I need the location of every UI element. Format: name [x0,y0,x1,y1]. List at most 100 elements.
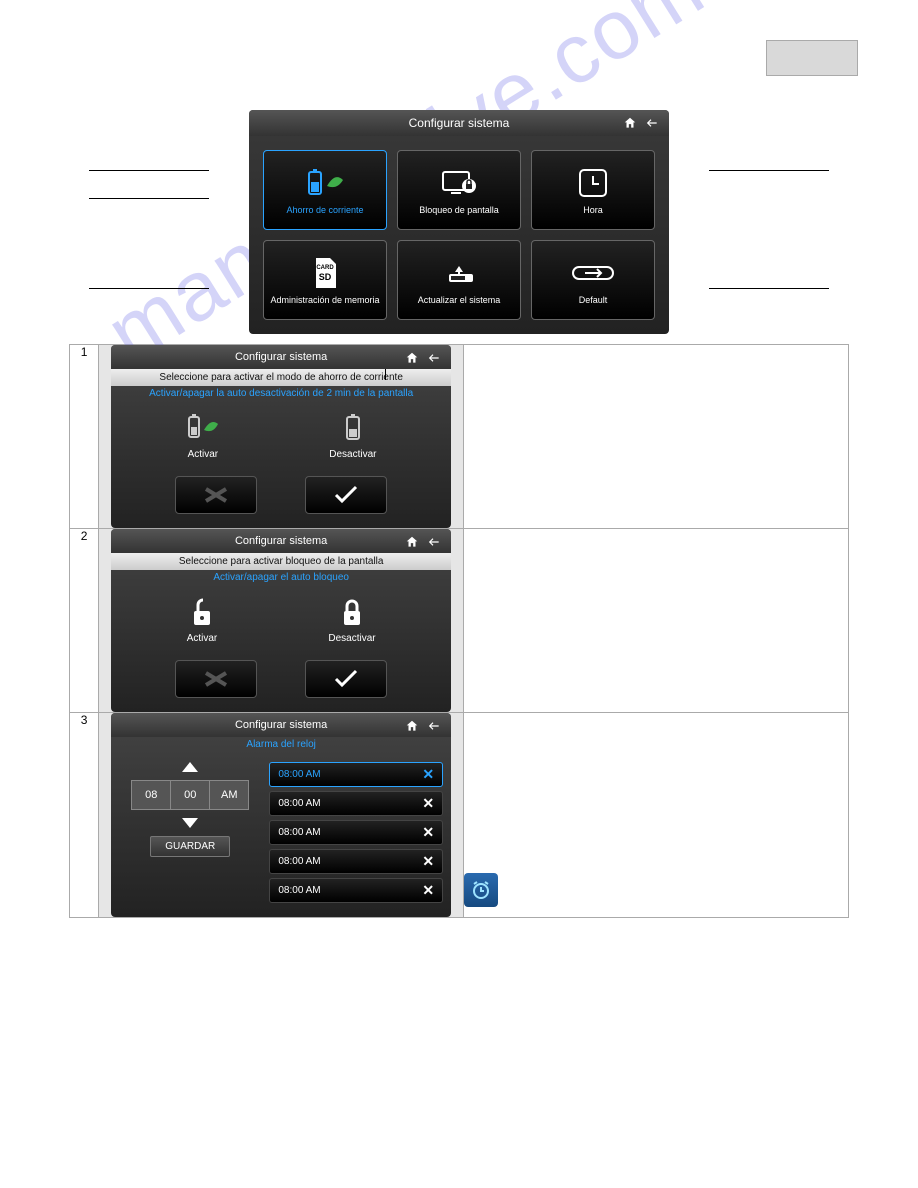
svg-text:SD: SD [319,272,332,282]
alarm-time: 08:00 AM [278,798,320,809]
alarm-slot[interactable]: 08:00 AM ✕ [269,762,443,787]
back-icon[interactable] [427,351,441,365]
option-label: Activar [187,633,218,644]
callout-line [89,288,209,289]
alarm-slot[interactable]: 08:00 AM ✕ [269,791,443,816]
cancel-button[interactable] [175,476,257,514]
option-deactivate[interactable]: Desactivar [328,595,375,644]
check-icon [332,669,360,689]
screen-title: Configurar sistema [235,719,327,731]
back-icon[interactable] [427,719,441,733]
screen-header: Configurar sistema [249,110,669,136]
tile-grid: Ahorro de corriente Bloqueo de pantalla … [249,136,669,334]
callout-line [709,170,829,171]
time-up-button[interactable] [182,762,198,772]
ampm-field[interactable]: AM [210,781,248,809]
description-cell [464,345,849,529]
alarm-slot[interactable]: 08:00 AM ✕ [269,878,443,903]
time-down-button[interactable] [182,818,198,828]
alarm-slot[interactable]: 08:00 AM ✕ [269,849,443,874]
description-cell [464,713,849,918]
option-deactivate[interactable]: Desactivar [329,411,376,460]
alarm-badge-icon [464,873,498,907]
svg-text:CARD: CARD [316,265,334,271]
home-icon[interactable] [405,719,419,733]
instruction-text: Seleccione para activar bloqueo de la pa… [111,553,451,570]
alarm-list: 08:00 AM✕ 08:00 AM✕ 08:00 AM✕ 08:00 AM✕ … [269,762,443,903]
clock-icon [576,165,610,201]
callout-line [89,198,209,199]
instruction-subtext: Activar/apagar el auto bloqueo [111,570,451,585]
delete-icon[interactable]: ✕ [422,766,434,783]
tile-label: Administración de memoria [270,295,379,305]
tile-label: Ahorro de corriente [286,205,363,215]
screen-header: Configurar sistema [111,713,451,737]
x-icon [202,669,230,689]
alarm-time: 08:00 AM [278,856,320,867]
confirm-button[interactable] [305,660,387,698]
battery-leaf-icon [186,411,220,445]
callout-line [709,288,829,289]
home-icon[interactable] [623,116,637,130]
screen-title: Configurar sistema [235,351,327,363]
tile-label: Actualizar el sistema [418,295,501,305]
tile-label: Hora [583,205,603,215]
top-diagram: Configurar sistema Ahorro de corriente B… [179,110,739,334]
option-label: Desactivar [329,449,376,460]
screen-title: Configurar sistema [235,535,327,547]
row-number: 3 [70,713,99,918]
update-icon [439,255,479,291]
home-icon[interactable] [405,351,419,365]
back-icon[interactable] [427,535,441,549]
alarm-time: 08:00 AM [278,769,320,780]
option-activate[interactable]: Activar [186,411,220,460]
option-label: Desactivar [328,633,375,644]
power-saving-screen: Configurar sistema Seleccione para activ… [111,345,451,528]
sections-table: 1 Configurar sistema Seleccione para act… [69,344,849,918]
hours-field[interactable]: 08 [132,781,171,809]
home-icon[interactable] [405,535,419,549]
tile-label: Default [579,295,608,305]
confirm-button[interactable] [305,476,387,514]
tile-screen-lock[interactable]: Bloqueo de pantalla [397,150,521,230]
lock-open-icon [188,595,216,629]
delete-icon[interactable]: ✕ [422,824,434,841]
tile-default[interactable]: Default [531,240,655,320]
time-setter: 08 00 AM [131,780,249,810]
option-label: Activar [188,449,219,460]
delete-icon[interactable]: ✕ [422,882,434,899]
back-icon[interactable] [645,116,659,130]
tile-label: Bloqueo de pantalla [419,205,499,215]
cancel-button[interactable] [175,660,257,698]
battery-leaf-icon [305,165,345,201]
description-cell [464,529,849,713]
callout-line [89,170,209,171]
minutes-field[interactable]: 00 [171,781,210,809]
screen-lock-screen: Configurar sistema Seleccione para activ… [111,529,451,712]
screen-header: Configurar sistema [111,529,451,553]
x-icon [202,485,230,505]
monitor-lock-icon [439,165,479,201]
save-button[interactable]: GUARDAR [150,836,230,857]
screen-title: Configurar sistema [409,116,510,130]
alarm-time: 08:00 AM [278,827,320,838]
delete-icon[interactable]: ✕ [422,795,434,812]
row-number: 2 [70,529,99,713]
delete-icon[interactable]: ✕ [422,853,434,870]
tile-power-saving[interactable]: Ahorro de corriente [263,150,387,230]
tile-update[interactable]: Actualizar el sistema [397,240,521,320]
screen-header: Configurar sistema [111,345,451,369]
screen-subtitle: Alarma del reloj [111,737,451,752]
alarm-slot[interactable]: 08:00 AM ✕ [269,820,443,845]
tile-time[interactable]: Hora [531,150,655,230]
sd-card-icon: CARDSD [310,255,340,291]
battery-icon [344,411,362,445]
main-config-screen: Configurar sistema Ahorro de corriente B… [249,110,669,334]
lock-closed-icon [340,595,364,629]
alarm-time: 08:00 AM [278,885,320,896]
instruction-subtext: Activar/apagar la auto desactivación de … [111,386,451,401]
alarm-screen: Configurar sistema Alarma del reloj 08 0… [111,713,451,917]
tile-memory[interactable]: CARDSD Administración de memoria [263,240,387,320]
page-number-box [766,40,858,76]
option-activate[interactable]: Activar [187,595,218,644]
